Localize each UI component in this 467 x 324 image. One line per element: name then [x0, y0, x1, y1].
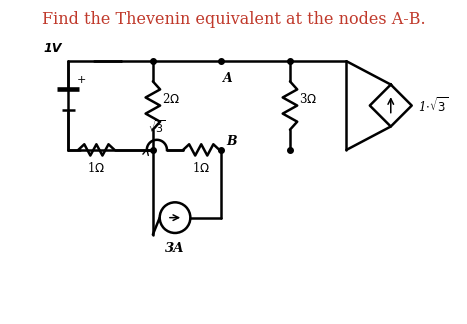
Text: A: A	[223, 73, 233, 86]
Text: 2$\Omega$: 2$\Omega$	[162, 92, 180, 107]
Text: 3A: 3A	[165, 242, 185, 255]
Text: 1$\Omega$: 1$\Omega$	[192, 161, 210, 175]
Text: 3$\Omega$: 3$\Omega$	[299, 92, 317, 107]
Text: 1$\Omega$: 1$\Omega$	[87, 161, 106, 175]
Text: $\sqrt{3}$: $\sqrt{3}$	[148, 118, 166, 135]
Text: 1$\cdot\sqrt{3}$: 1$\cdot\sqrt{3}$	[418, 96, 448, 115]
Text: B: B	[226, 135, 237, 148]
Text: 1V: 1V	[44, 42, 62, 55]
Text: +: +	[77, 75, 86, 85]
Text: Find the Thevenin equivalent at the nodes A-B.: Find the Thevenin equivalent at the node…	[42, 11, 425, 28]
